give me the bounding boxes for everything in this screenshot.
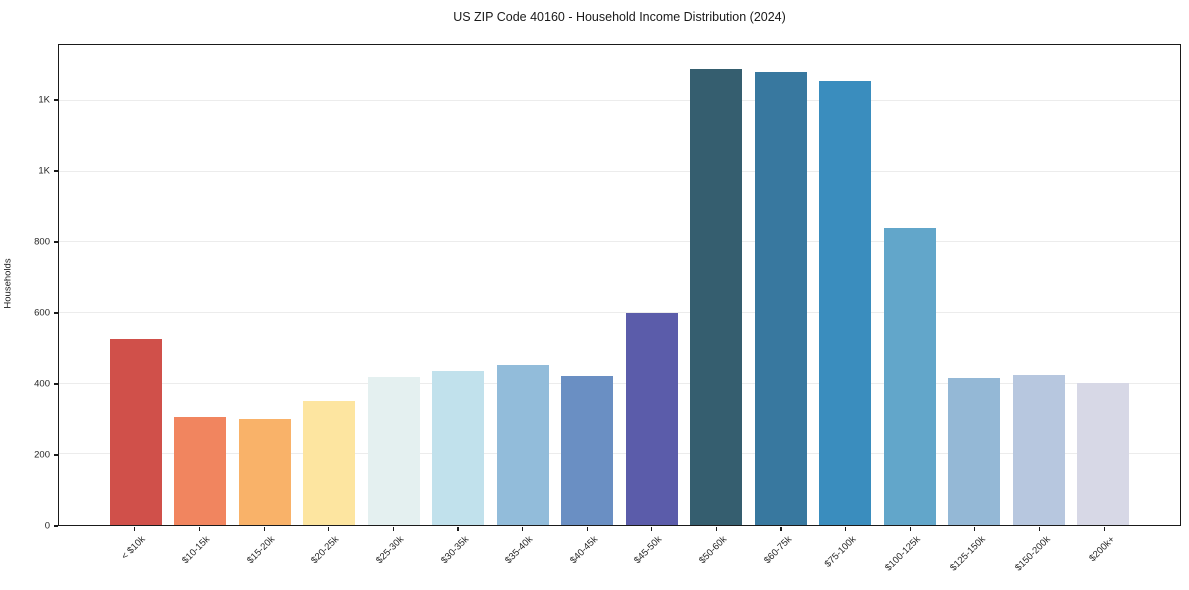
x-tick-mark (780, 527, 782, 531)
gridline (59, 99, 1180, 101)
plot-area (58, 44, 1181, 526)
bar-$25-30k (367, 377, 420, 525)
y-tick-mark (54, 454, 58, 456)
x-tick-label: $45-50k (632, 534, 665, 567)
bar-$50-60k (690, 69, 743, 525)
x-tick-label: $60-75k (761, 534, 794, 567)
x-tick-label: $150-200k (1012, 534, 1053, 574)
x-tick-mark (909, 527, 911, 531)
x-tick-mark (392, 527, 394, 531)
bar-$150-200k (1012, 375, 1065, 525)
y-tick-mark (54, 525, 58, 527)
gridline (59, 241, 1180, 243)
x-tick-label: $50-60k (697, 534, 730, 567)
y-tick-mark (54, 241, 58, 243)
x-tick-label: $40-45k (567, 534, 600, 567)
bar-$100-125k (883, 228, 936, 525)
x-tick-label: $35-40k (503, 534, 536, 567)
y-tick-mark (54, 170, 58, 172)
bar-$200k+ (1077, 382, 1130, 525)
y-tick-label: 200 (34, 449, 50, 461)
y-tick-mark (54, 312, 58, 314)
x-tick-label: $200k+ (1086, 534, 1117, 565)
bar-$10-15k (174, 417, 227, 525)
y-tick-mark (54, 383, 58, 385)
bar-< $10k (109, 339, 162, 525)
y-tick-label: 1K (38, 94, 50, 106)
gridline (59, 453, 1180, 455)
y-tick-label: 0 (44, 520, 50, 532)
x-tick-label: < $10k (119, 534, 148, 563)
bar-$30-35k (432, 370, 485, 525)
x-tick-mark (134, 527, 136, 531)
x-tick-label: $20-25k (309, 534, 342, 567)
bar-$15-20k (238, 418, 291, 525)
x-tick-mark (651, 527, 653, 531)
x-tick-mark (586, 527, 588, 531)
x-tick-mark (1103, 527, 1105, 531)
bar-$20-25k (303, 400, 356, 525)
x-tick-mark (1038, 527, 1041, 531)
x-tick-label: $75-100k (822, 534, 859, 570)
x-tick-mark (198, 527, 201, 531)
x-tick-mark (715, 527, 717, 531)
bar-$35-40k (496, 365, 549, 525)
x-tick-label: $30-35k (438, 534, 471, 567)
y-tick-label: 800 (34, 236, 50, 248)
x-tick-label: $125-150k (948, 534, 988, 574)
x-tick-label: $25-30k (374, 534, 407, 567)
x-tick-mark (521, 527, 524, 531)
bar-$45-50k (625, 312, 678, 525)
bar-$60-75k (754, 72, 807, 525)
y-tick-mark (54, 99, 58, 101)
x-tick-mark (457, 527, 459, 531)
x-tick-label: $100-125k (883, 534, 924, 574)
x-tick-mark (328, 527, 330, 531)
y-tick-label: 1K (38, 165, 50, 177)
x-tick-mark (845, 527, 847, 531)
x-tick-label: $15-20k (244, 534, 277, 567)
gridline (59, 170, 1180, 172)
bar-$125-150k (948, 377, 1001, 525)
x-tick-label: $10-15k (180, 534, 213, 567)
chart-title: US ZIP Code 40160 - Household Income Dis… (453, 10, 786, 24)
bar-$75-100k (819, 81, 872, 525)
bar-$40-45k (561, 376, 614, 525)
x-tick-mark (974, 527, 976, 531)
y-tick-label: 400 (34, 378, 50, 390)
gridline (59, 382, 1180, 384)
x-tick-mark (263, 527, 265, 531)
y-tick-label: 600 (34, 307, 50, 319)
gridline (59, 311, 1180, 313)
